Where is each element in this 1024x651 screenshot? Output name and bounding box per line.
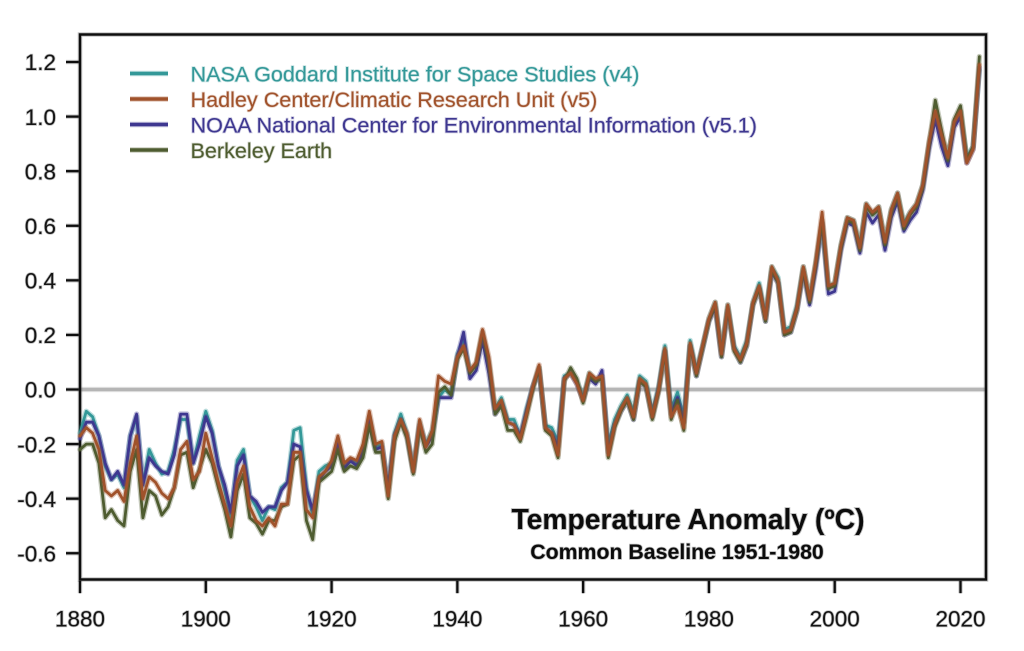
svg-text:1.2: 1.2 — [25, 50, 56, 75]
svg-text:2020: 2020 — [935, 607, 985, 632]
svg-text:1880: 1880 — [55, 607, 105, 632]
svg-text:-0.4: -0.4 — [17, 487, 56, 512]
svg-text:1900: 1900 — [181, 607, 231, 632]
svg-text:0.8: 0.8 — [25, 159, 56, 184]
svg-text:Hadley Center/Climatic Researc: Hadley Center/Climatic Research Unit (v5… — [191, 87, 598, 112]
svg-text:NASA Goddard Institute for Spa: NASA Goddard Institute for Space Studies… — [191, 61, 640, 86]
svg-text:0.4: 0.4 — [25, 269, 56, 294]
svg-text:Temperature Anomaly (ºC): Temperature Anomaly (ºC) — [511, 503, 864, 535]
svg-text:-0.6: -0.6 — [17, 541, 56, 566]
svg-text:0.6: 0.6 — [25, 214, 56, 239]
svg-text:0.0: 0.0 — [25, 378, 56, 403]
svg-text:NOAA National Center for Envir: NOAA National Center for Environmental I… — [191, 112, 758, 137]
svg-text:1960: 1960 — [558, 607, 608, 632]
svg-text:2000: 2000 — [810, 607, 860, 632]
svg-text:1.0: 1.0 — [25, 105, 56, 130]
svg-text:1980: 1980 — [684, 607, 734, 632]
svg-text:Berkeley Earth: Berkeley Earth — [191, 138, 333, 163]
svg-text:1940: 1940 — [432, 607, 482, 632]
svg-text:Common Baseline 1951-1980: Common Baseline 1951-1980 — [530, 540, 824, 564]
svg-text:0.2: 0.2 — [25, 323, 56, 348]
svg-text:-0.2: -0.2 — [17, 432, 56, 457]
svg-text:1920: 1920 — [307, 607, 357, 632]
